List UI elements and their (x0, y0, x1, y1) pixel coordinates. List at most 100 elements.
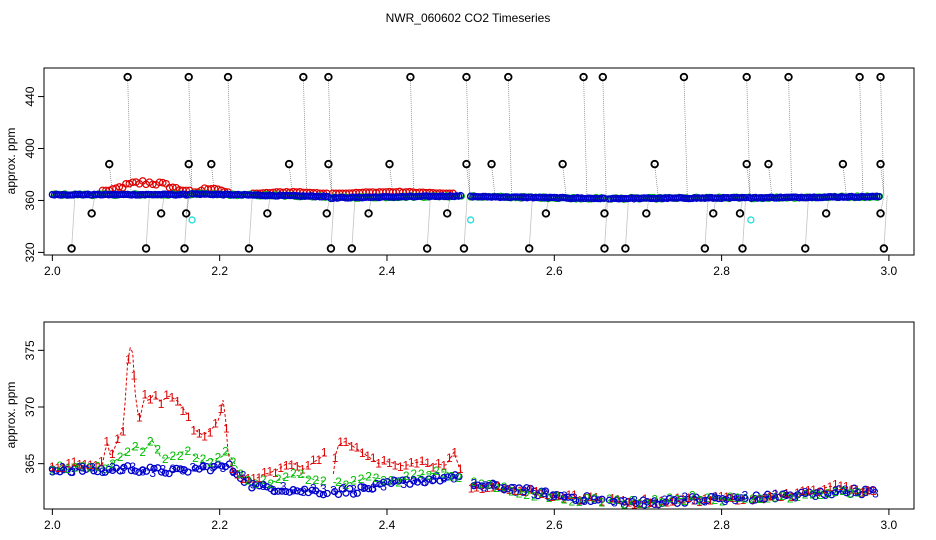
bottom-series-1-symbol: 1 (446, 451, 453, 465)
bottom-series-3-symbol: 3 (129, 460, 136, 474)
top-outlier-point (284, 159, 294, 169)
bottom-series-3-point (647, 499, 655, 507)
bottom-series-3-point (67, 468, 75, 477)
top-outlier-point (223, 72, 233, 82)
bottom-series-3-point (60, 466, 68, 474)
top-red-point (115, 183, 124, 191)
bottom-series-3-point (440, 474, 448, 482)
bottom-series-3-point (515, 484, 523, 492)
bottom-series-3-symbol: 3 (792, 491, 799, 505)
bottom-series-2-symbol: 2 (794, 490, 801, 504)
top-outlier-point (504, 72, 513, 82)
bottom-series-2-symbol: 2 (267, 477, 274, 491)
top-spike-line (859, 77, 864, 196)
bottom-series-1-symbol: 1 (305, 459, 312, 473)
bottom-y-axis-label: approx. ppm (4, 382, 18, 449)
bottom-series-3-point (703, 496, 712, 505)
bottom-series-3-point (105, 465, 113, 473)
bottom-series-1-symbol: 1 (103, 434, 110, 448)
bottom-series-3-point (357, 483, 365, 491)
bottom-series-3-point (75, 463, 83, 471)
bottom-series-3-symbol: 3 (611, 496, 618, 510)
bottom-series-3-symbol: 3 (441, 471, 448, 485)
bottom-series-1-symbol: 1 (642, 492, 649, 506)
bottom-series-1-symbol: 1 (294, 460, 301, 474)
bottom-series-2-symbol: 2 (772, 491, 779, 505)
top-y-tick-label: 320 (23, 242, 37, 262)
bottom-series-3-point (579, 496, 587, 505)
bottom-series-1-symbol: 1 (299, 463, 306, 477)
bottom-series-1-symbol: 1 (582, 491, 589, 505)
bottom-series-2-symbol: 2 (313, 473, 320, 487)
bottom-series-3-symbol: 3 (762, 491, 769, 505)
bottom-series-1-symbol: 1 (636, 496, 643, 510)
bottom-series-3-symbol: 3 (782, 488, 789, 502)
bottom-series-3-point (225, 460, 233, 468)
bottom-series-2-symbol: 2 (252, 477, 259, 491)
bottom-series-3-symbol: 3 (511, 481, 518, 495)
bottom-series-3-point (850, 484, 858, 492)
bottom-series-1-symbol: 1 (729, 491, 736, 505)
bottom-series-3-point (244, 476, 252, 485)
top-plot-frame (43, 67, 915, 256)
bottom-series-1-symbol: 1 (381, 454, 388, 468)
bottom-series-3-point (353, 489, 361, 497)
bottom-series-3-symbol: 3 (290, 484, 297, 498)
bottom-series-3-point (150, 464, 158, 473)
top-outlier-point (879, 244, 889, 253)
bottom-series-1-symbol: 1 (468, 482, 475, 496)
bottom-series-2-symbol: 2 (162, 452, 169, 466)
bottom-series-1-symbol: 1 (288, 458, 295, 472)
bottom-series-3-point (496, 484, 504, 492)
bottom-series-1-symbol: 1 (653, 497, 660, 511)
bottom-series-1-symbol: 1 (239, 472, 246, 486)
bottom-series-2-symbol: 2 (779, 489, 786, 503)
bottom-series-1-symbol: 1 (761, 492, 768, 506)
bottom-series-1-symbol: 1 (740, 493, 747, 507)
bottom-series-3-point (191, 464, 200, 472)
top-spike-line (71, 195, 76, 249)
chart-title: NWR_060602 CO2 Timeseries (386, 11, 551, 25)
bottom-series-3-point (504, 485, 512, 493)
bottom-series-3-point (530, 487, 538, 495)
bottom-series-3-point (534, 492, 542, 500)
bottom-series-3-point (590, 495, 599, 503)
bottom-series-3-point (737, 494, 745, 502)
bottom-series-1-symbol: 1 (147, 393, 154, 407)
bottom-series-3-point (139, 466, 147, 474)
top-outlier-point (184, 159, 193, 169)
bottom-series-3-symbol: 3 (330, 483, 337, 497)
bottom-series-3-symbol: 3 (872, 487, 879, 501)
bottom-series-1-symbol: 1 (120, 425, 127, 439)
bottom-series-3-symbol: 3 (270, 483, 277, 497)
bottom-series-1-symbol: 1 (685, 491, 692, 505)
top-outlier-point (876, 209, 885, 218)
bottom-series-3-symbol: 3 (571, 491, 578, 505)
bottom-series-3-symbol: 3 (420, 475, 427, 489)
top-spike-line (768, 164, 773, 196)
top-outlier-point (141, 244, 151, 253)
bottom-series-2-symbol: 2 (87, 460, 94, 474)
bottom-series-2-symbol: 2 (290, 467, 297, 481)
bottom-series-2-symbol: 2 (516, 487, 523, 501)
bottom-series-1-symbol: 1 (337, 435, 344, 449)
bottom-series-3-point (270, 487, 279, 496)
bottom-series-1-symbol: 1 (620, 493, 627, 507)
bottom-series-3-point (865, 487, 873, 495)
top-red-point (148, 180, 157, 189)
bottom-series-3-symbol: 3 (350, 482, 357, 496)
top-spike-line (804, 195, 809, 249)
bottom-series-1-symbol: 1 (207, 426, 214, 440)
top-spike-line (528, 195, 533, 249)
bottom-series-3-point (575, 497, 584, 505)
bottom-series-2-symbol: 2 (523, 488, 530, 502)
bottom-data-marks: 1111111111111111111111111111111111111111… (48, 346, 879, 512)
bottom-series-3-point (760, 495, 768, 504)
bottom-series-3-symbol: 3 (822, 488, 829, 502)
bottom-series-3-point (334, 490, 343, 499)
bottom-series-3-point (274, 487, 282, 495)
bottom-series-1-symbol: 1 (500, 482, 507, 496)
bottom-series-3-symbol: 3 (109, 461, 116, 475)
bottom-series-2-symbol: 2 (809, 487, 816, 501)
bottom-series-1-symbol: 1 (223, 421, 230, 435)
